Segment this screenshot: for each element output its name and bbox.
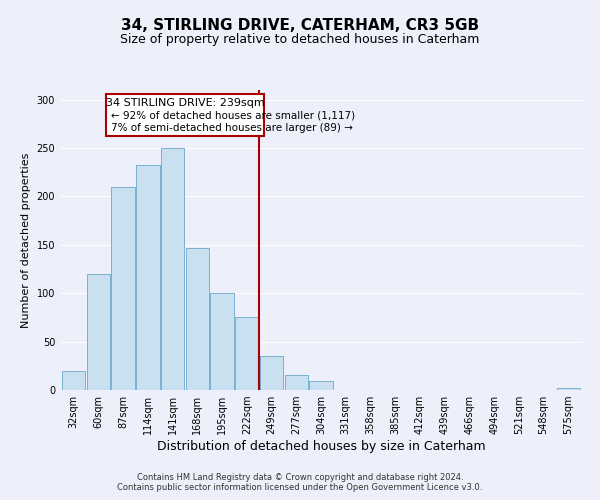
Text: Contains public sector information licensed under the Open Government Licence v3: Contains public sector information licen… bbox=[118, 484, 482, 492]
Bar bbox=[161, 148, 184, 390]
Bar bbox=[185, 248, 209, 390]
X-axis label: Distribution of detached houses by size in Caterham: Distribution of detached houses by size … bbox=[157, 440, 485, 453]
Bar bbox=[309, 382, 333, 390]
Text: Contains HM Land Registry data © Crown copyright and database right 2024.: Contains HM Land Registry data © Crown c… bbox=[137, 472, 463, 482]
FancyBboxPatch shape bbox=[106, 94, 264, 136]
Bar bbox=[112, 187, 135, 390]
Bar bbox=[557, 388, 580, 390]
Text: 34, STIRLING DRIVE, CATERHAM, CR3 5GB: 34, STIRLING DRIVE, CATERHAM, CR3 5GB bbox=[121, 18, 479, 32]
Y-axis label: Number of detached properties: Number of detached properties bbox=[21, 152, 31, 328]
Text: Size of property relative to detached houses in Caterham: Size of property relative to detached ho… bbox=[121, 32, 479, 46]
Bar bbox=[62, 370, 85, 390]
Bar bbox=[210, 293, 234, 390]
Text: 34 STIRLING DRIVE: 239sqm: 34 STIRLING DRIVE: 239sqm bbox=[106, 98, 265, 108]
Bar bbox=[235, 318, 259, 390]
Bar bbox=[86, 274, 110, 390]
Bar bbox=[260, 356, 283, 390]
Bar bbox=[284, 376, 308, 390]
Text: ← 92% of detached houses are smaller (1,117): ← 92% of detached houses are smaller (1,… bbox=[111, 110, 355, 120]
Bar bbox=[136, 166, 160, 390]
Text: 7% of semi-detached houses are larger (89) →: 7% of semi-detached houses are larger (8… bbox=[111, 122, 353, 132]
